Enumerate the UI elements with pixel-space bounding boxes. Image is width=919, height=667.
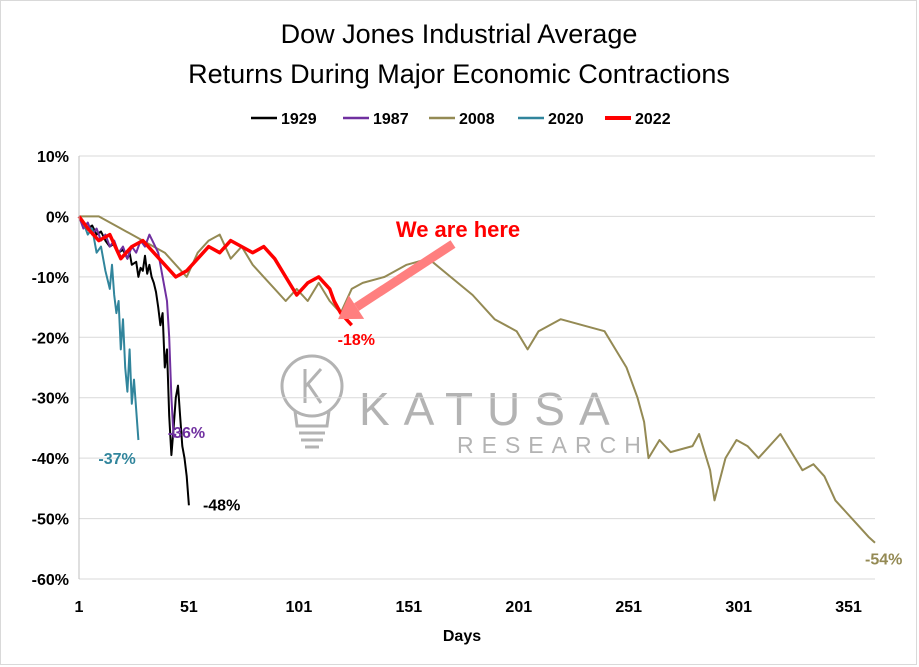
annotation-arrow-shaft (354, 240, 456, 311)
end-label-2022: -18% (338, 332, 375, 349)
end-label-1987: -36% (168, 425, 205, 442)
series-line-2022 (77, 215, 353, 327)
watermark-line-1: KATUSA (359, 383, 624, 435)
y-tick-label: -30% (32, 391, 69, 408)
series-line-1987 (78, 216, 177, 438)
grid (79, 155, 875, 580)
watermark: KATUSA RESEARCH (280, 354, 649, 458)
legend-label-2022: 2022 (635, 111, 671, 128)
end-label-1929: -48% (203, 497, 240, 514)
end-label-2008: -54% (865, 552, 902, 569)
annotation-arrow-head (338, 295, 365, 320)
y-tick-label: -20% (32, 330, 69, 347)
axes: 10%0%-10%-20%-30%-40%-50%-60%1 51 101 151 20… (32, 149, 862, 645)
x-tick-label: 51 (180, 599, 198, 616)
x-tick-label: 101 (286, 599, 313, 616)
x-tick-label: 301 (725, 599, 752, 616)
lightbulb-k-logo (280, 354, 344, 449)
legend: 1929 1987 2008 2020 2022 (251, 111, 671, 128)
y-tick-label: -10% (32, 270, 69, 287)
series-group (77, 215, 876, 544)
annotation-text: We are here (396, 217, 520, 242)
legend-label-2020: 2020 (548, 111, 584, 128)
legend-label-1929: 1929 (281, 111, 317, 128)
y-tick-label: 0% (46, 209, 69, 226)
x-tick-label: 351 (835, 599, 862, 616)
end-labels: -48% -36% -54% -37% -18% (98, 332, 902, 569)
x-tick-label: 251 (615, 599, 642, 616)
watermark-line-2: RESEARCH (457, 432, 649, 458)
y-tick-label: 10% (37, 149, 69, 166)
annotation: We are here (338, 217, 520, 320)
legend-label-2008: 2008 (459, 111, 495, 128)
series-line-2008 (79, 215, 876, 544)
y-tick-label: -50% (32, 512, 69, 529)
y-tick-label: -60% (32, 572, 69, 589)
series-line-1929 (78, 215, 190, 506)
legend-label-1987: 1987 (373, 111, 409, 128)
end-label-2020: -37% (98, 451, 135, 468)
x-tick-label: 201 (505, 599, 532, 616)
x-axis-title: Days (443, 628, 481, 645)
x-tick-label: 151 (395, 599, 422, 616)
x-tick-label: 1 (75, 599, 84, 616)
y-tick-label: -40% (32, 451, 69, 468)
chart-title-line-2: Returns During Major Economic Contractio… (188, 59, 730, 89)
chart-title-line-1: Dow Jones Industrial Average (281, 19, 638, 49)
